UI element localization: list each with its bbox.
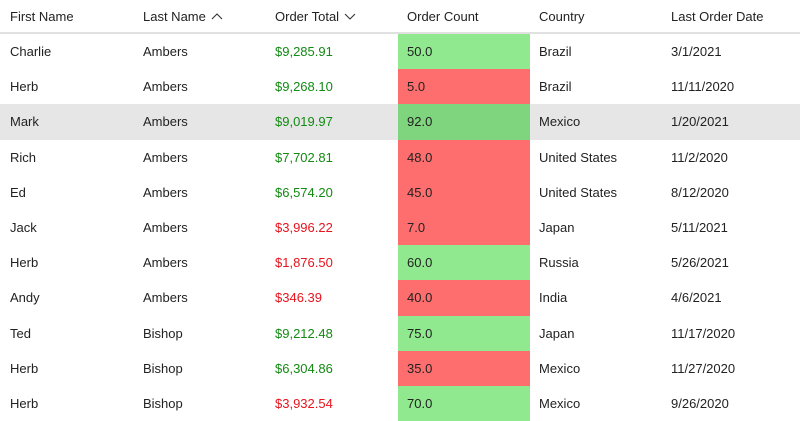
- cell-last-order-date[interactable]: 11/2/2020: [671, 149, 728, 165]
- cell-country[interactable]: Brazil: [539, 44, 572, 60]
- cell-order-count[interactable]: 75.0: [398, 315, 530, 351]
- cell-first-name[interactable]: Rich: [10, 149, 37, 165]
- cell-country[interactable]: Mexico: [539, 114, 581, 130]
- cell-first-name[interactable]: Mark: [10, 114, 39, 130]
- table-row[interactable]: Andy Ambers $346.39 40.0 India 4/6/2021: [0, 280, 800, 316]
- cell-first-name[interactable]: Ted: [10, 325, 31, 341]
- cell-last-order-date[interactable]: 8/12/2020: [671, 184, 729, 200]
- column-header-last-order-date[interactable]: Last Order Date: [661, 0, 800, 32]
- table-row[interactable]: Herb Bishop $6,304.86 35.0 Mexico 11/27/…: [0, 350, 800, 386]
- cell-first-name[interactable]: Herb: [10, 360, 39, 376]
- cell-order-total[interactable]: $3,996.22: [275, 220, 333, 236]
- column-header-last-name[interactable]: Last Name: [133, 0, 265, 32]
- cell-first-name[interactable]: Andy: [10, 290, 40, 306]
- cell-first-name[interactable]: Herb: [10, 395, 39, 411]
- column-header-order-count[interactable]: Order Count: [397, 0, 529, 32]
- cell-last-name[interactable]: Ambers: [143, 184, 188, 200]
- column-header-first-name[interactable]: First Name: [0, 0, 133, 32]
- cell-order-total[interactable]: $9,212.48: [275, 325, 333, 341]
- cell-last-name[interactable]: Ambers: [143, 44, 188, 60]
- cell-first-name[interactable]: Charlie: [10, 44, 52, 60]
- table-row[interactable]: Jack Ambers $3,996.22 7.0 Japan 5/11/202…: [0, 209, 800, 246]
- cell-country[interactable]: Mexico: [539, 395, 581, 411]
- cell-last-order-date[interactable]: 1/20/2021: [671, 114, 729, 130]
- cell-order-total[interactable]: $9,285.91: [275, 44, 333, 60]
- cell-order-count[interactable]: 92.0: [398, 104, 530, 140]
- cell-last-name[interactable]: Ambers: [143, 149, 188, 165]
- cell-last-name[interactable]: Ambers: [143, 290, 188, 306]
- cell-country[interactable]: Japan: [539, 220, 575, 236]
- cell-order-total[interactable]: $1,876.50: [275, 255, 333, 271]
- cell-last-order-date[interactable]: 11/17/2020: [671, 325, 736, 341]
- table-row[interactable]: Ted Bishop $9,212.48 75.0 Japan 11/17/20…: [0, 315, 800, 351]
- table-row[interactable]: Ed Ambers $6,574.20 45.0 United States 8…: [0, 174, 800, 210]
- cell-last-name[interactable]: Bishop: [143, 360, 183, 376]
- cell-order-total[interactable]: $9,019.97: [275, 114, 333, 130]
- cell-country[interactable]: Japan: [539, 325, 575, 341]
- cell-country[interactable]: Russia: [539, 255, 579, 271]
- cell-last-order-date[interactable]: 11/27/2020: [671, 360, 736, 376]
- cell-order-count[interactable]: 5.0: [398, 69, 530, 105]
- cell-last-order-date[interactable]: 11/11/2020: [671, 79, 735, 95]
- cell-order-total[interactable]: $346.39: [275, 290, 322, 306]
- cell-order-count[interactable]: 45.0: [398, 174, 530, 210]
- cell-order-count[interactable]: 35.0: [398, 350, 530, 386]
- cell-order-count[interactable]: 48.0: [398, 139, 530, 175]
- cell-last-order-date[interactable]: 5/11/2021: [671, 220, 728, 236]
- table-row[interactable]: Herb Ambers $1,876.50 60.0 Russia 5/26/2…: [0, 245, 800, 281]
- column-header-label: Last Order Date: [671, 8, 764, 24]
- cell-country[interactable]: Mexico: [539, 360, 581, 376]
- table-row[interactable]: Rich Ambers $7,702.81 48.0 United States…: [0, 139, 800, 175]
- table-row[interactable]: Herb Ambers $9,268.10 5.0 Brazil 11/11/2…: [0, 69, 800, 105]
- cell-order-count[interactable]: 70.0: [398, 385, 530, 421]
- chevron-up-icon: [211, 13, 223, 20]
- cell-order-total[interactable]: $9,268.10: [275, 79, 333, 95]
- cell-order-total[interactable]: $6,574.20: [275, 184, 333, 200]
- table-row[interactable]: Charlie Ambers $9,285.91 50.0 Brazil 3/1…: [0, 34, 800, 70]
- column-header-label: Order Count: [407, 8, 479, 24]
- cell-order-count[interactable]: 7.0: [398, 209, 530, 246]
- cell-last-name[interactable]: Bishop: [143, 395, 183, 411]
- cell-last-name[interactable]: Ambers: [143, 220, 188, 236]
- cell-order-count[interactable]: 50.0: [398, 34, 530, 70]
- grid-header: First Name Last Name Order Total Order C…: [0, 0, 800, 34]
- cell-order-count[interactable]: 60.0: [398, 245, 530, 281]
- cell-last-order-date[interactable]: 4/6/2021: [671, 290, 722, 306]
- cell-last-name[interactable]: Ambers: [143, 79, 188, 95]
- cell-order-total[interactable]: $7,702.81: [275, 149, 333, 165]
- column-header-label: Country: [539, 8, 585, 24]
- cell-last-order-date[interactable]: 5/26/2021: [671, 255, 729, 271]
- cell-last-name[interactable]: Bishop: [143, 325, 183, 341]
- table-row[interactable]: Herb Bishop $3,932.54 70.0 Mexico 9/26/2…: [0, 385, 800, 421]
- cell-first-name[interactable]: Ed: [10, 184, 26, 200]
- cell-last-order-date[interactable]: 9/26/2020: [671, 395, 729, 411]
- cell-first-name[interactable]: Herb: [10, 255, 39, 271]
- chevron-down-icon: [344, 13, 356, 20]
- cell-country[interactable]: India: [539, 290, 568, 306]
- cell-order-total[interactable]: $3,932.54: [275, 395, 333, 411]
- table-row[interactable]: Mark Ambers $9,019.97 92.0 Mexico 1/20/2…: [0, 104, 800, 140]
- column-header-label: Order Total: [275, 8, 340, 24]
- cell-order-count[interactable]: 40.0: [398, 280, 530, 316]
- column-header-label: Last Name: [143, 8, 206, 24]
- column-header-label: First Name: [10, 8, 74, 24]
- cell-first-name[interactable]: Jack: [10, 220, 37, 236]
- cell-last-name[interactable]: Ambers: [143, 255, 188, 271]
- cell-first-name[interactable]: Herb: [10, 79, 39, 95]
- cell-last-order-date[interactable]: 3/1/2021: [671, 44, 722, 60]
- cell-country[interactable]: Brazil: [539, 79, 572, 95]
- grid-body: Charlie Ambers $9,285.91 50.0 Brazil 3/1…: [0, 34, 800, 421]
- cell-country[interactable]: United States: [539, 149, 618, 165]
- column-header-order-total[interactable]: Order Total: [265, 0, 397, 32]
- cell-last-name[interactable]: Ambers: [143, 114, 188, 130]
- cell-order-total[interactable]: $6,304.86: [275, 360, 333, 376]
- column-header-country[interactable]: Country: [529, 0, 661, 32]
- cell-country[interactable]: United States: [539, 184, 618, 200]
